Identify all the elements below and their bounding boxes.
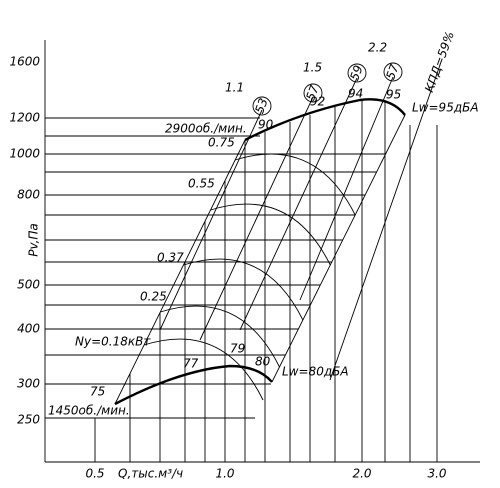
right-boundary xyxy=(271,114,406,383)
noise-label: Lw=80дБА xyxy=(282,365,349,379)
x-axis-label: Q,тыс.м³/ч xyxy=(118,467,183,481)
curve-1450 xyxy=(114,364,273,406)
efficiency-label: 57 xyxy=(303,83,322,102)
efficiency-circle xyxy=(303,83,323,103)
noise-label: 92 xyxy=(310,95,325,109)
efficiency-label: 57 xyxy=(383,62,402,81)
power-label: 2.2 xyxy=(368,41,387,55)
power-label: 1.1 xyxy=(225,81,244,95)
noise-label: 75 xyxy=(90,385,105,399)
x-tick-label: 3.0 xyxy=(427,467,446,481)
y-tick-label: 1600 xyxy=(9,55,40,69)
efficiency-label: 59 xyxy=(347,63,365,82)
efficiency-label: 53 xyxy=(252,96,270,115)
y-tick-label: 1000 xyxy=(9,147,40,161)
y-tick-label: 400 xyxy=(17,322,40,336)
efficiency-line xyxy=(329,64,441,381)
efficiency-line xyxy=(199,96,314,341)
noise-label: 77 xyxy=(183,357,199,371)
y-tick-label: 300 xyxy=(17,377,40,391)
noise-label: 90 xyxy=(258,118,274,132)
power-curve xyxy=(160,305,280,368)
x-tick-label: 2.0 xyxy=(352,467,371,481)
power-curve xyxy=(210,203,331,266)
power-curve xyxy=(235,153,356,216)
efficiency-line xyxy=(299,76,394,301)
noise-label: 79 xyxy=(230,342,245,356)
y-axis-label: Pv,Па xyxy=(27,223,41,257)
power-label: 1.5 xyxy=(303,61,322,75)
efficiency-circle xyxy=(383,62,403,82)
efficiency-circle xyxy=(252,96,272,116)
power-label: 0.75 xyxy=(208,136,235,150)
efficiency-line xyxy=(239,77,358,331)
efficiency-label: КПД=59% xyxy=(422,30,457,95)
power-label: 0.55 xyxy=(188,177,215,191)
y-tick-label: 800 xyxy=(17,188,40,202)
noise-label: Lw=95дБА xyxy=(412,101,479,115)
x-tick-label: 1.0 xyxy=(215,467,234,481)
power-curve xyxy=(143,338,264,401)
speed-label: 2900об./мин. xyxy=(165,122,247,136)
noise-label: 95 xyxy=(386,88,401,102)
power-curve xyxy=(183,258,304,321)
curve-2900 xyxy=(244,98,406,142)
left-boundary xyxy=(114,139,246,405)
noise-label: 94 xyxy=(348,87,363,101)
power-label: 0.25 xyxy=(140,290,167,304)
y-tick-label: 1200 xyxy=(9,111,40,125)
power-label: 0.37 xyxy=(157,251,184,265)
speed-label: 1450об./мин. xyxy=(48,404,130,418)
efficiency-circle xyxy=(347,63,367,83)
y-tick-label: 500 xyxy=(17,278,40,292)
efficiency-line xyxy=(159,109,263,331)
y-tick-label: 250 xyxy=(17,413,40,427)
x-tick-label: 0.5 xyxy=(85,467,104,481)
power-label: Ny=0.18кВт xyxy=(75,335,151,349)
noise-label: 80 xyxy=(255,355,271,369)
